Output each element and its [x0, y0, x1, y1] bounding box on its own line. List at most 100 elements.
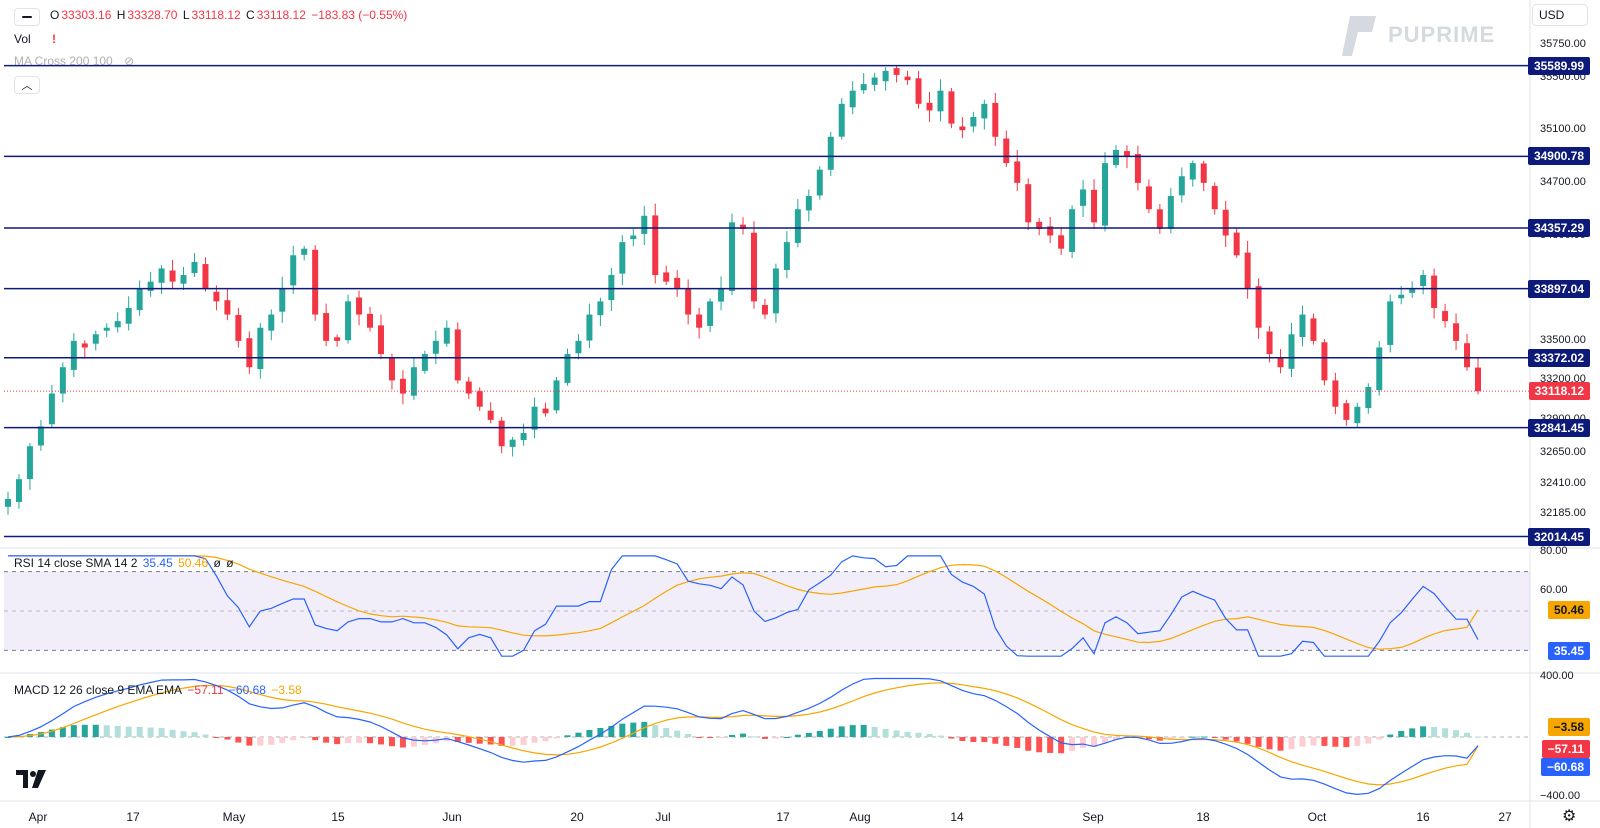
macd-histogram-bar — [191, 732, 198, 737]
candle-body — [213, 291, 220, 302]
macd-histogram-bar — [37, 732, 44, 737]
macd-histogram-bar — [1442, 728, 1449, 737]
macd-histogram-bar — [48, 729, 55, 737]
candle-body — [70, 340, 77, 370]
candle-body — [1387, 301, 1394, 345]
level-price-tag: 34357.29 — [1527, 218, 1590, 237]
macd-histogram-bar — [1145, 737, 1152, 740]
candle-body — [904, 76, 911, 81]
candle-body — [1420, 275, 1427, 286]
macd-histogram-bar — [1420, 726, 1427, 737]
candle-body — [487, 410, 494, 420]
candle-body — [1003, 138, 1010, 164]
macd-histogram-bar — [1409, 728, 1416, 737]
level-price-tag: 34900.78 — [1527, 147, 1590, 166]
candle-body — [948, 91, 955, 124]
macd-histogram-bar — [1453, 730, 1460, 737]
close-label: C — [246, 8, 255, 22]
candle-body — [1167, 196, 1174, 229]
candle-body — [191, 261, 198, 273]
gear-icon[interactable]: ⚙ — [1562, 808, 1577, 825]
collapse-legend-button[interactable] — [14, 8, 40, 26]
candle-body — [1321, 342, 1328, 381]
candle-body — [1069, 209, 1076, 252]
macd-histogram-bar — [970, 737, 977, 742]
candle-body — [1354, 406, 1361, 424]
tradingview-logo-icon[interactable] — [16, 770, 48, 793]
macd-histogram-bar — [1102, 737, 1109, 744]
macd-histogram-bar — [838, 726, 845, 737]
macd-histogram-bar — [619, 723, 626, 737]
warning-icon[interactable]: ! — [52, 32, 57, 46]
macd-histogram-bar — [926, 733, 933, 737]
macd-histogram-bar — [849, 725, 856, 737]
candle-body — [1178, 176, 1185, 196]
ma-label: MA Cross 200 100 — [14, 54, 113, 68]
macd-histogram-bar — [257, 737, 264, 746]
macd-histogram-bar — [663, 727, 670, 737]
candle-body — [388, 357, 395, 381]
candle-body — [1080, 189, 1087, 206]
macd-histogram-bar — [696, 737, 703, 738]
close-value: 33118.12 — [256, 8, 306, 22]
candle-body — [1058, 235, 1065, 249]
candle-body — [1200, 163, 1207, 183]
macd-signal-line — [7, 682, 1479, 786]
macd-hist-tag: −3.58 — [1547, 717, 1590, 736]
candle-body — [597, 301, 604, 316]
macd-histogram-bar — [367, 737, 374, 744]
rsi-sma-value: 50.46 — [178, 556, 209, 570]
candle-body — [26, 446, 33, 480]
candle-body — [377, 325, 384, 355]
macd-histogram-bar — [882, 728, 889, 737]
candle-body — [279, 288, 286, 312]
candle-body — [323, 313, 330, 341]
macd-histogram-bar — [1189, 736, 1196, 738]
candle-body — [1112, 149, 1119, 166]
candle-body — [674, 277, 681, 289]
macd-histogram-bar — [1244, 737, 1251, 744]
macd-histogram-bar — [652, 724, 659, 737]
candle-body — [443, 327, 450, 344]
candle-body — [410, 367, 417, 396]
macd-histogram-bar — [553, 737, 560, 739]
ma-legend[interactable]: MA Cross 200 100 ⊘ — [14, 54, 136, 68]
candle-body — [1431, 275, 1438, 308]
time-tick-label: 15 — [331, 810, 345, 824]
macd-signal-value: −60.68 — [228, 683, 266, 697]
macd-histogram-bar — [1036, 737, 1043, 753]
chevron-up-button[interactable]: ︿ — [14, 76, 40, 94]
macd-histogram-bar — [1091, 737, 1098, 747]
level-price-tag: 32841.45 — [1527, 418, 1590, 437]
macd-histogram-bar — [904, 731, 911, 737]
macd-histogram-bar — [981, 737, 988, 743]
price-tick-label: 32185.00 — [1540, 507, 1586, 520]
candle-body — [652, 215, 659, 276]
vol-label[interactable]: Vol — [14, 32, 31, 46]
candle-body — [1189, 163, 1196, 180]
candle-body — [959, 126, 966, 131]
candle-body — [849, 90, 856, 108]
macd-histogram-bar — [1277, 737, 1284, 751]
macd-histogram-bar — [674, 730, 681, 737]
macd-histogram-bar — [750, 736, 757, 738]
rsi-name[interactable]: RSI 14 close SMA 14 2 — [14, 556, 138, 570]
candle-body — [356, 297, 363, 315]
macd-histogram-bar — [740, 733, 746, 737]
macd-name[interactable]: MACD 12 26 close 9 EMA EMA — [14, 683, 183, 697]
candle-body — [707, 301, 714, 326]
macd-histogram-bar — [1080, 737, 1087, 748]
macd-histogram-bar — [1003, 737, 1010, 746]
candle-body — [301, 248, 308, 255]
candle-body — [586, 314, 593, 341]
candle-body — [553, 380, 560, 411]
macd-histogram-bar — [92, 724, 99, 737]
open-value: 33303.16 — [61, 8, 112, 22]
candle-body — [235, 315, 242, 341]
currency-button[interactable]: USD — [1532, 4, 1588, 26]
candle-body — [1343, 403, 1350, 420]
macd-histogram-bar — [334, 737, 341, 745]
eye-off-icon[interactable]: ⊘ — [124, 54, 135, 68]
candle-body — [1442, 311, 1449, 322]
